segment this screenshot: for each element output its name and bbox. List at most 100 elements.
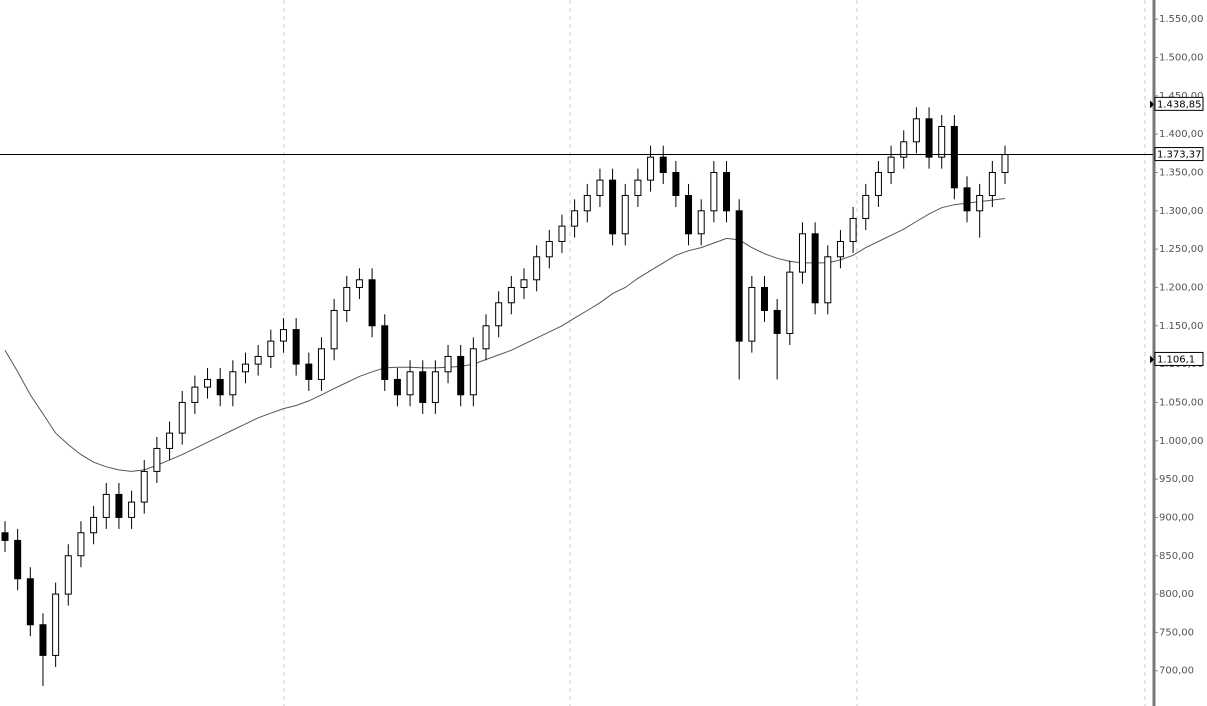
candle-body — [786, 271, 794, 334]
candle-body — [14, 539, 22, 580]
candle-body — [64, 555, 72, 595]
candle-body — [533, 256, 541, 281]
candle-body — [836, 240, 844, 258]
candle-body — [609, 179, 617, 235]
y-tick-label: 1.050,00 — [1159, 397, 1204, 408]
candle-body — [254, 355, 262, 365]
candle-body — [950, 125, 958, 189]
candle-body — [469, 348, 477, 396]
candle-body — [406, 371, 414, 396]
y-tick-label: 750,00 — [1159, 627, 1194, 638]
candle-body — [811, 233, 819, 304]
y-tick-label: 1.200,00 — [1159, 282, 1204, 293]
y-tick-label: 850,00 — [1159, 551, 1194, 562]
candle-body — [558, 225, 566, 242]
moving-average — [4, 198, 1006, 472]
candle-body — [153, 447, 161, 472]
candle-body — [90, 516, 98, 534]
candle-body — [1, 532, 9, 541]
y-tick-label: 1.000,00 — [1159, 436, 1204, 447]
candle-body — [128, 501, 136, 518]
candle-body — [305, 363, 313, 380]
y-tick-label: 900,00 — [1159, 512, 1194, 523]
marker-box — [1154, 351, 1204, 366]
candle-body — [925, 118, 933, 158]
y-tick-label: 1.450,00 — [1159, 91, 1204, 102]
candle-body — [1001, 154, 1009, 173]
time-grid — [283, 0, 1146, 706]
candle-body — [355, 279, 363, 288]
candle-body — [191, 386, 199, 403]
y-tick-label: 1.300,00 — [1159, 206, 1204, 217]
marker-arrow — [1150, 355, 1154, 364]
candle-body — [988, 171, 996, 196]
candle-body — [647, 156, 655, 181]
y-tick-label: 1.350,00 — [1159, 167, 1204, 178]
candle-body — [963, 187, 971, 212]
candle-body — [26, 578, 34, 626]
candle-body — [77, 532, 85, 557]
candle-body — [279, 329, 287, 342]
candle-body — [343, 286, 351, 311]
candle-body — [267, 340, 275, 357]
candle-body — [798, 233, 806, 273]
candle-body — [431, 371, 439, 403]
marker-box — [1154, 96, 1204, 111]
candle-body — [545, 240, 553, 258]
candle-body — [216, 378, 224, 396]
candle-body — [457, 355, 465, 396]
candle-body — [419, 371, 427, 403]
candle-body — [166, 432, 174, 449]
candle-body — [482, 325, 490, 350]
candle-body — [204, 378, 212, 388]
candle-body — [672, 171, 680, 196]
candle-body — [634, 179, 642, 196]
y-tick-label: 1.250,00 — [1159, 244, 1204, 255]
y-tick-label: 1.550,00 — [1159, 14, 1204, 25]
candle-body — [583, 194, 591, 212]
candle-body — [52, 593, 60, 656]
candle-body — [748, 286, 756, 342]
candle-body — [887, 156, 895, 173]
candle-body — [760, 286, 768, 311]
candle-body — [39, 624, 47, 656]
candle-body — [621, 194, 629, 235]
y-tick-label: 1.500,00 — [1159, 52, 1204, 63]
candle-body — [571, 210, 579, 227]
marker-arrow — [1150, 100, 1154, 109]
candle-body — [330, 309, 338, 350]
candle-body — [115, 493, 123, 518]
candle-body — [849, 217, 857, 242]
candle-body — [140, 470, 148, 503]
candle-body — [229, 371, 237, 396]
candle-body — [444, 355, 452, 373]
candle-body — [685, 194, 693, 235]
y-tick-label: 700,00 — [1159, 666, 1194, 677]
y-tick-label: 1.400,00 — [1159, 129, 1204, 140]
candle-body — [912, 118, 920, 143]
candle-body — [242, 363, 250, 373]
y-tick-label: 800,00 — [1159, 589, 1194, 600]
candle-body — [507, 286, 515, 304]
candle-body — [900, 141, 908, 158]
candle-body — [723, 171, 731, 212]
last-price-label: 1.373,37 — [1157, 150, 1202, 161]
y-tick-label: 1.150,00 — [1159, 321, 1204, 332]
candle-body — [659, 156, 667, 173]
candle-body — [697, 210, 705, 235]
candle-body — [102, 493, 110, 518]
marker-label: 1.438,85 — [1157, 99, 1202, 110]
candle-body — [824, 256, 832, 304]
y-tick-label: 950,00 — [1159, 474, 1194, 485]
marker-label: 1.106,1 — [1157, 354, 1195, 365]
candle-body — [874, 171, 882, 196]
candle-body — [393, 378, 401, 396]
candle-body — [495, 302, 503, 327]
candle-body — [710, 171, 718, 212]
candle-body — [292, 329, 300, 365]
candle-body — [735, 210, 743, 342]
last-price-box — [1154, 147, 1204, 162]
candle-body — [381, 325, 389, 380]
candle-body — [317, 348, 325, 380]
